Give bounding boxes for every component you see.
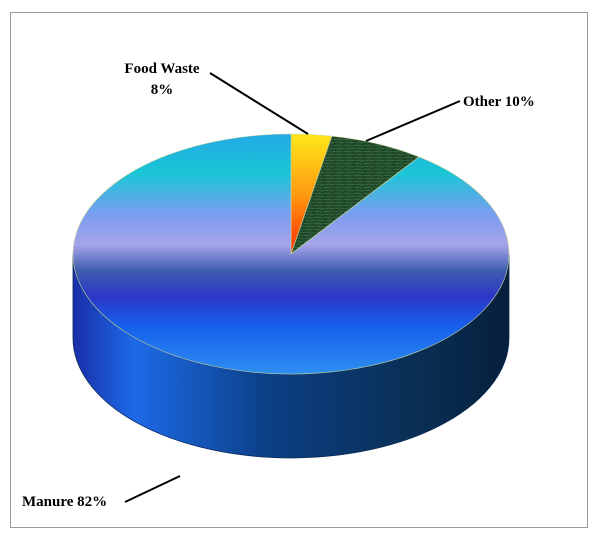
leader-line-manure xyxy=(124,475,181,503)
slice-label-other: Other 10% xyxy=(463,94,535,110)
slice-label-food-waste-percent: 8% xyxy=(151,82,174,98)
leader-line-food-waste xyxy=(209,72,309,135)
leader-lines xyxy=(124,72,461,503)
leader-line-other xyxy=(365,100,461,142)
pie-top-face xyxy=(72,133,510,375)
slice-label-food-waste: Food Waste xyxy=(124,61,199,77)
slice-labels: Food Waste 8% Other 10% Manure 82% xyxy=(22,61,535,510)
slice-label-manure: Manure 82% xyxy=(22,494,107,510)
pie-slice-manure xyxy=(72,133,510,375)
